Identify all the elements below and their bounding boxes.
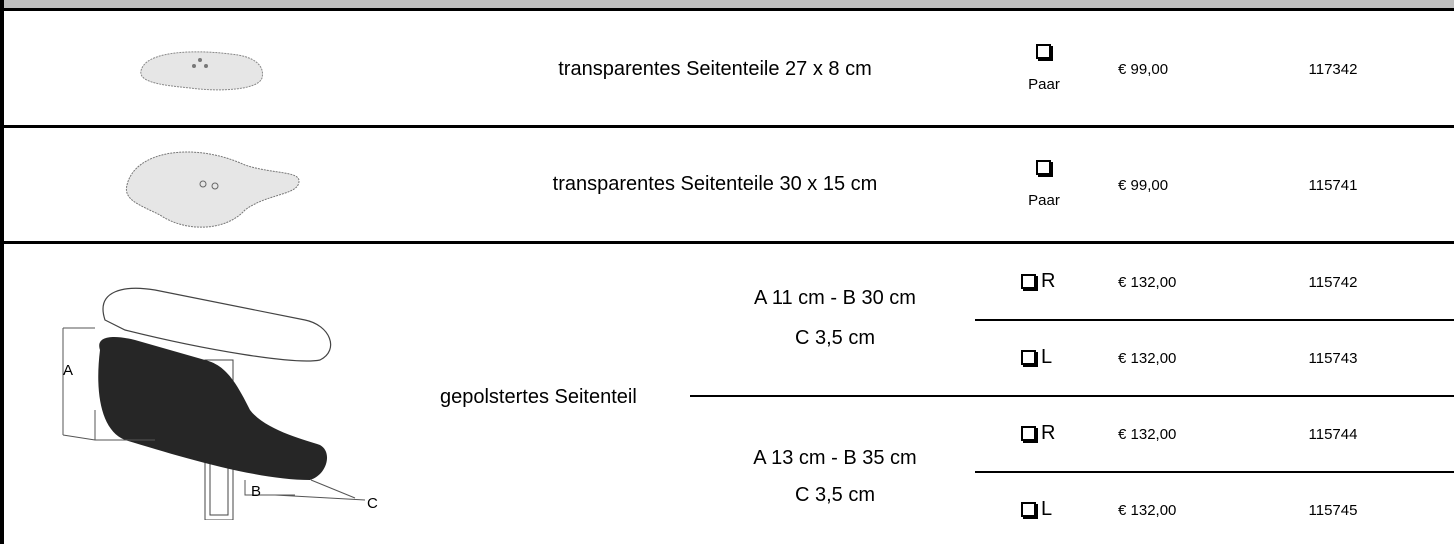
article-number: 117342 xyxy=(1308,61,1358,78)
price: € 132,00 xyxy=(1118,502,1177,519)
product-image xyxy=(140,51,264,91)
article-number: 115745 xyxy=(1308,502,1358,519)
dimension-label: A xyxy=(63,362,73,379)
price: € 99,00 xyxy=(1118,61,1169,78)
price: € 132,00 xyxy=(1118,426,1177,443)
side: L xyxy=(1041,498,1053,520)
sub-row-divider xyxy=(975,471,1454,473)
checkbox[interactable] xyxy=(1021,274,1036,289)
price: € 132,00 xyxy=(1118,350,1177,367)
description: gepolstertes Seitenteil xyxy=(440,386,637,408)
dimension-label: B xyxy=(251,483,261,500)
unit: Paar xyxy=(1028,192,1060,209)
side: R xyxy=(1041,422,1056,444)
side: R xyxy=(1041,270,1056,292)
price: € 132,00 xyxy=(1118,274,1177,291)
checkbox[interactable] xyxy=(1021,502,1036,517)
header-bar xyxy=(0,0,1454,11)
description: transparentes Seitenteile 27 x 8 cm xyxy=(558,58,872,80)
product-image xyxy=(125,151,300,228)
checkbox[interactable] xyxy=(1021,350,1036,365)
dimensions: A 11 cm - B 30 cm xyxy=(754,287,916,309)
article-number: 115743 xyxy=(1308,350,1358,367)
unit: Paar xyxy=(1028,76,1060,93)
dimensions: C 3,5 cm xyxy=(794,327,876,349)
row-divider xyxy=(0,241,1454,244)
article-number: 115741 xyxy=(1308,177,1358,194)
row-divider xyxy=(0,125,1454,128)
product-image: A B C xyxy=(62,287,378,520)
checkbox[interactable] xyxy=(1036,160,1051,175)
sub-row-divider xyxy=(690,395,1454,397)
dimensions: A 13 cm - B 35 cm xyxy=(753,447,917,469)
checkbox[interactable] xyxy=(1021,426,1036,441)
price: € 99,00 xyxy=(1118,177,1169,194)
article-number: 115742 xyxy=(1308,274,1358,291)
dimension-label: C xyxy=(367,495,378,512)
side: L xyxy=(1041,346,1053,368)
sub-row-divider xyxy=(975,319,1454,321)
checkbox[interactable] xyxy=(1036,44,1051,59)
dimensions: C 3,5 cm xyxy=(794,484,876,506)
description: transparentes Seitenteile 30 x 15 cm xyxy=(552,173,878,195)
article-number: 115744 xyxy=(1308,426,1358,443)
left-border xyxy=(0,0,4,544)
